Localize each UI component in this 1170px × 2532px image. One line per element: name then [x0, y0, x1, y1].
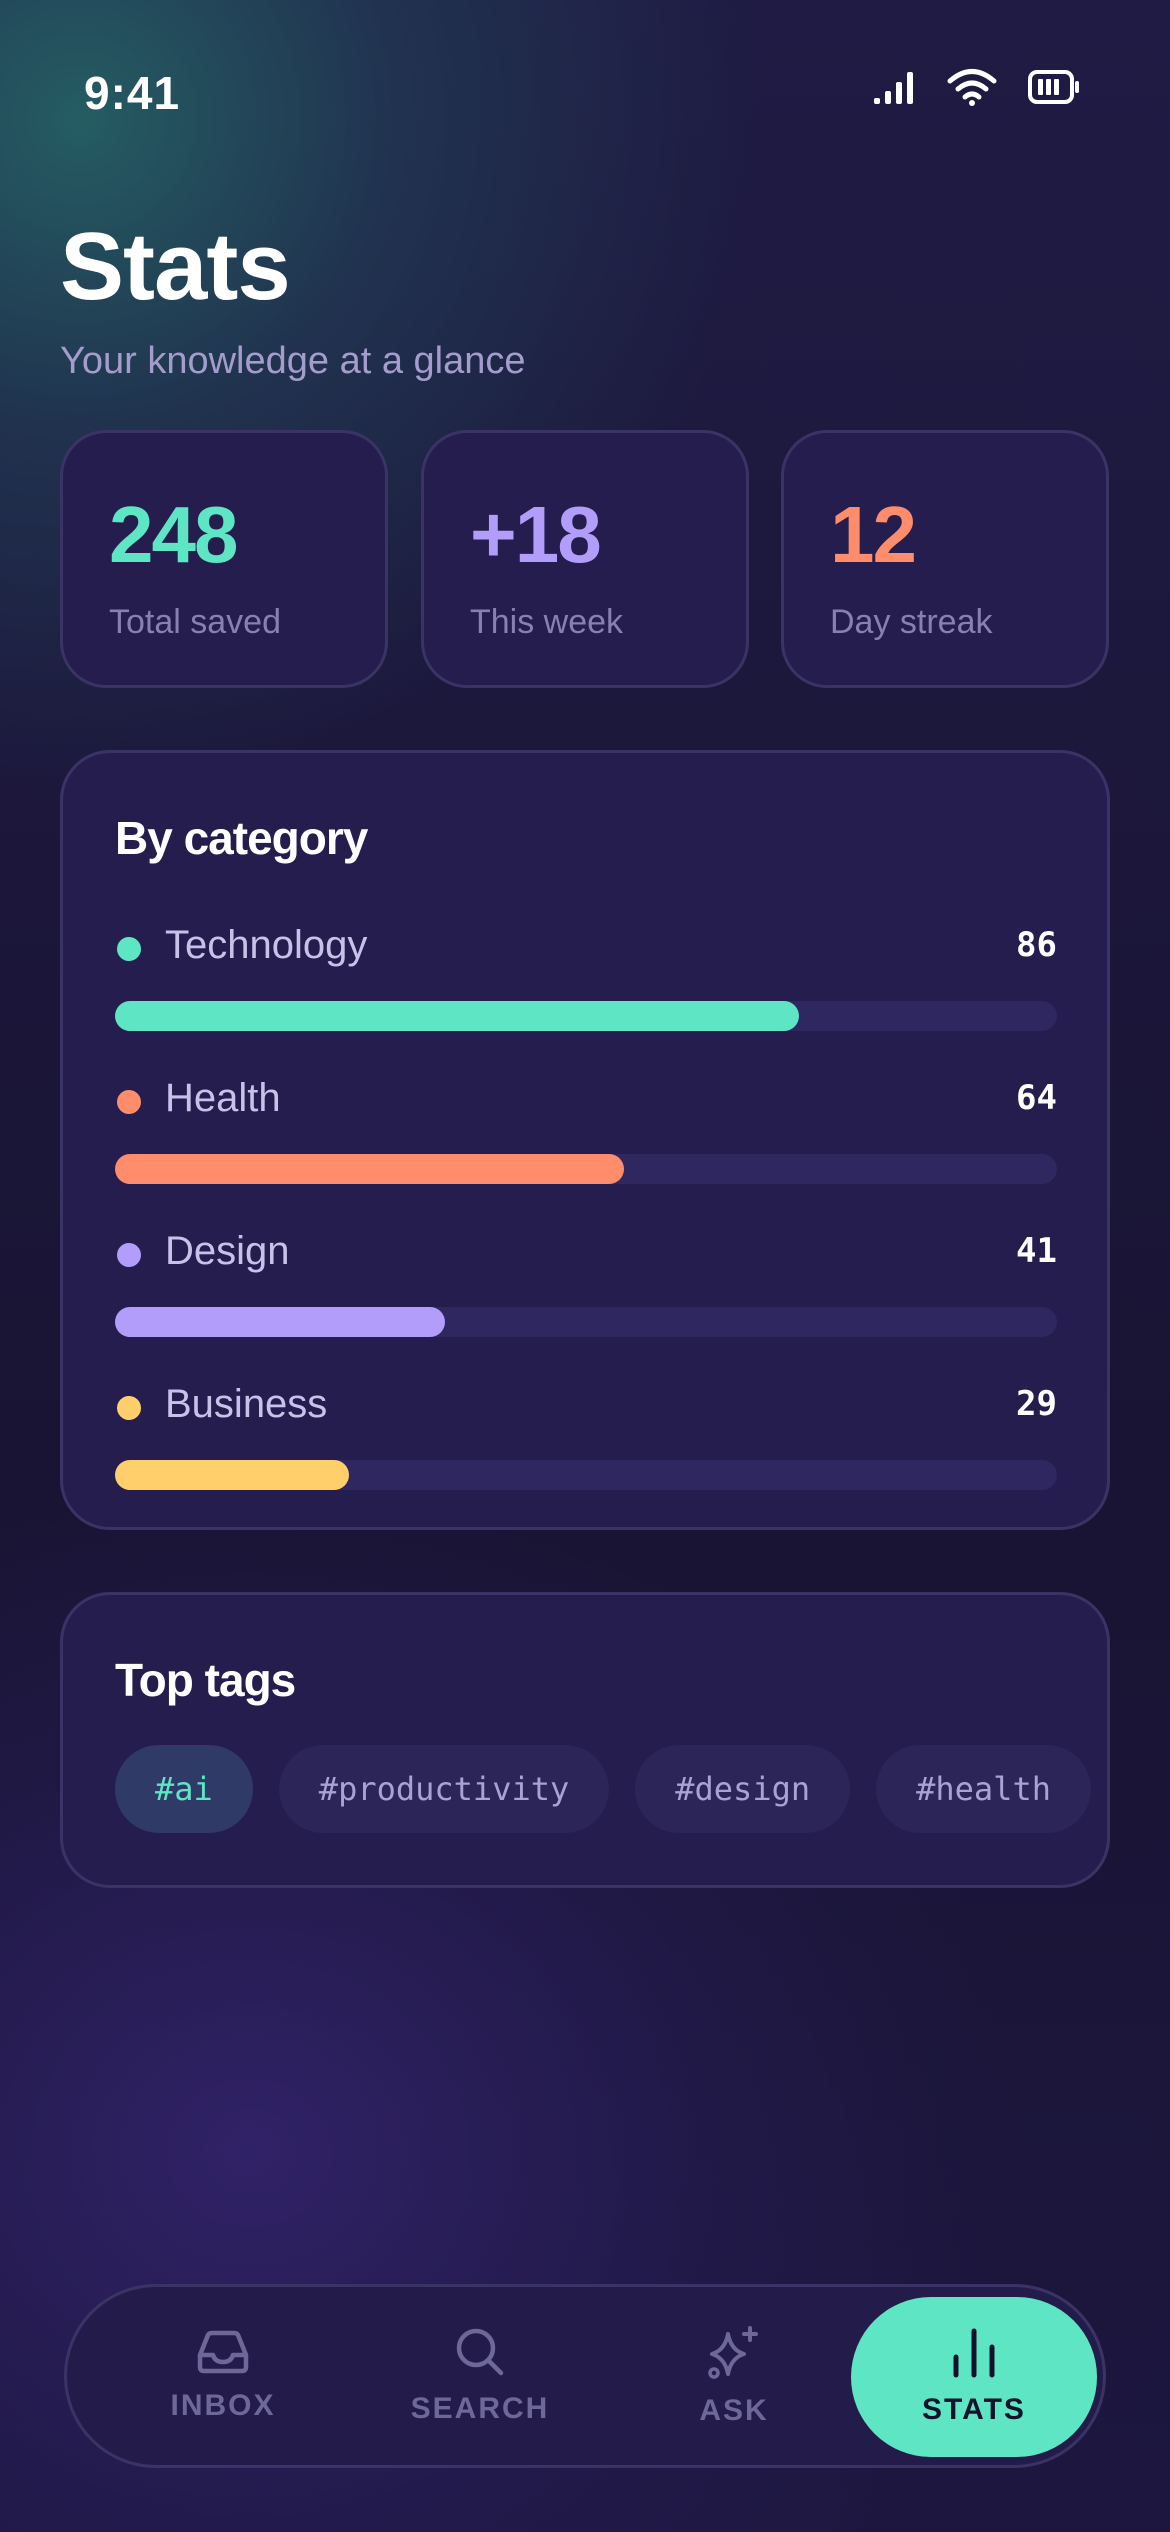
stat-card-this-week: +18 This week	[421, 430, 749, 688]
bottom-nav: INBOX SEARCH ASK STATS	[64, 2284, 1106, 2468]
category-row-design[interactable]: Design 41	[115, 1223, 1057, 1343]
category-bar-track	[115, 1460, 1057, 1490]
nav-label: SEARCH	[410, 2392, 550, 2425]
bar-chart-icon	[953, 2328, 995, 2378]
nav-label: ASK	[699, 2394, 769, 2427]
top-tags-title: Top tags	[115, 1654, 296, 1706]
category-row-business[interactable]: Business 29	[115, 1376, 1057, 1496]
category-bar-fill	[115, 1001, 799, 1031]
category-dot	[117, 1243, 141, 1267]
nav-label: STATS	[922, 2393, 1026, 2426]
page-subtitle: Your knowledge at a glance	[60, 340, 526, 382]
nav-search[interactable]: SEARCH	[360, 2287, 600, 2465]
tag-chip-design[interactable]: #design	[635, 1745, 851, 1833]
tag-chip-health[interactable]: #health	[876, 1745, 1091, 1833]
status-time: 9:41	[84, 67, 181, 119]
category-count: 64	[1016, 1078, 1057, 1118]
tag-chip-productivity[interactable]: #productivity	[278, 1745, 610, 1833]
stat-label: This week	[470, 603, 624, 641]
status-icons	[874, 68, 1080, 106]
category-bar-fill	[115, 1154, 624, 1184]
sparkle-icon	[708, 2326, 758, 2379]
category-bar-track	[115, 1307, 1057, 1337]
stat-label: Day streak	[830, 603, 993, 641]
status-bar: 9:41	[0, 0, 1170, 190]
stat-value: 248	[109, 490, 238, 579]
category-name: Technology	[165, 923, 368, 967]
category-count: 29	[1016, 1384, 1057, 1424]
nav-ask[interactable]: ASK	[614, 2287, 854, 2465]
category-name: Health	[165, 1076, 281, 1120]
nav-label: INBOX	[170, 2389, 276, 2422]
category-panel-title: By category	[115, 812, 368, 864]
category-row-health[interactable]: Health 64	[115, 1070, 1057, 1190]
stat-value: +18	[470, 490, 602, 579]
wifi-icon	[947, 69, 997, 106]
stat-label: Total saved	[109, 603, 281, 641]
inbox-icon	[197, 2330, 249, 2374]
category-bar-track	[115, 1001, 1057, 1031]
category-dot	[117, 1396, 141, 1420]
stat-card-day-streak: 12 Day streak	[781, 430, 1109, 688]
tag-list: #ai #productivity #design #health	[115, 1745, 1091, 1833]
category-name: Design	[165, 1229, 290, 1273]
nav-stats[interactable]: STATS	[851, 2297, 1097, 2457]
category-name: Business	[165, 1382, 328, 1426]
category-bar-fill	[115, 1307, 445, 1337]
category-row-technology[interactable]: Technology 86	[115, 917, 1057, 1037]
category-count: 41	[1016, 1231, 1057, 1271]
category-panel: By category Technology 86 Health 64 Desi…	[60, 750, 1110, 1530]
category-bar-track	[115, 1154, 1057, 1184]
stat-value: 12	[830, 490, 917, 579]
category-count: 86	[1016, 925, 1057, 965]
top-tags-panel: Top tags #ai #productivity #design #heal…	[60, 1592, 1110, 1888]
tag-chip-ai[interactable]: #ai	[115, 1745, 253, 1833]
search-icon	[456, 2328, 504, 2376]
battery-icon	[1028, 70, 1079, 104]
category-bar-fill	[115, 1460, 349, 1490]
nav-inbox[interactable]: INBOX	[103, 2287, 343, 2465]
stat-card-total-saved: 248 Total saved	[60, 430, 388, 688]
signal-icon	[874, 72, 913, 104]
category-dot	[117, 937, 141, 961]
page-title: Stats	[60, 213, 291, 320]
category-dot	[117, 1090, 141, 1114]
